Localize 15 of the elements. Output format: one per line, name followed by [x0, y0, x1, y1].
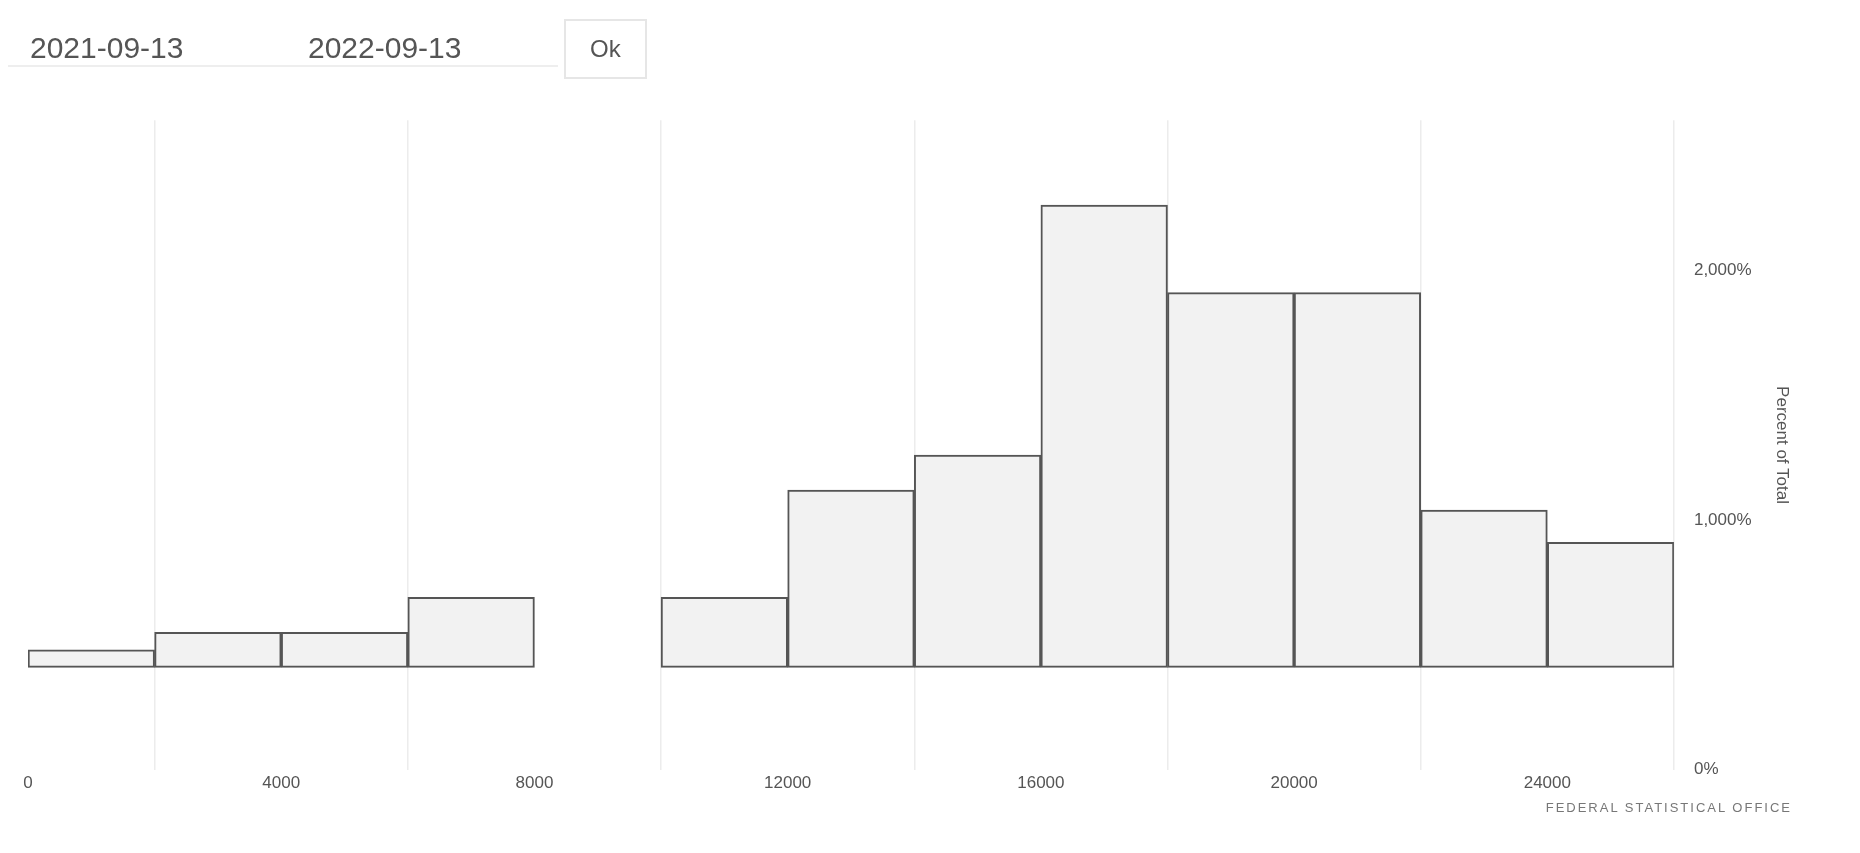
text: FEDERAL STATISTICAL OFFICE: [1544, 800, 1793, 815]
y-axis-title: Percent of Total: [1773, 386, 1793, 504]
text: 2021-09-13: [8, 31, 290, 67]
x-tick-label: 24000: [1523, 772, 1571, 792]
x-tick-label: 0: [23, 772, 33, 792]
x-tick-label: 8000: [515, 772, 554, 792]
y-tick-label: 0%: [1693, 759, 1719, 779]
y-tick-label: 1,000%: [1693, 509, 1752, 529]
y-tick-label: 2,000%: [1693, 259, 1752, 279]
x-tick-label: 4000: [262, 772, 301, 792]
x-tick-label: 20000: [1270, 772, 1318, 792]
text: 2022-09-13: [290, 31, 558, 67]
x-tick-label: 12000: [764, 772, 812, 792]
x-tick-label: 16000: [1017, 772, 1065, 792]
text: Ok: [564, 19, 647, 79]
